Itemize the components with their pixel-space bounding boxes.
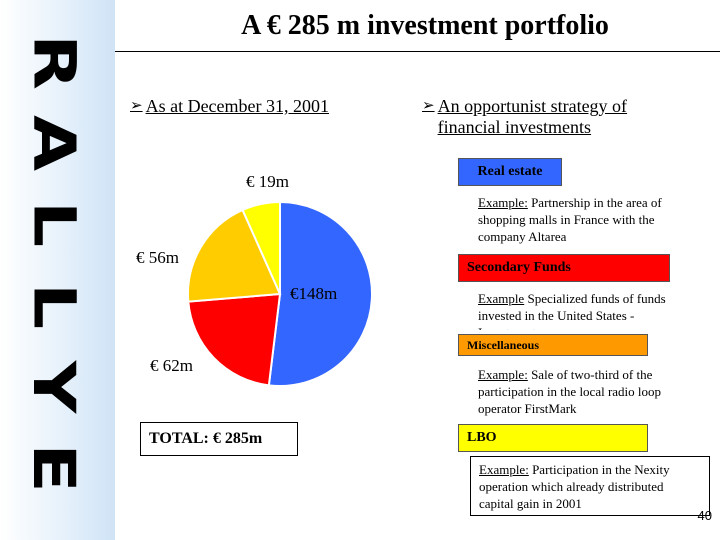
example-text: Participation in the Nexity operation wh… [479, 462, 670, 511]
category-secondary-funds: Secondary Funds [458, 254, 670, 282]
bullet-strategy-line1: An opportunist strategy of [437, 96, 628, 116]
arrow-bullet-icon: ➢ [130, 98, 143, 114]
pie-label-secondary-funds: € 62m [150, 356, 193, 375]
category-miscellaneous: Miscellaneous [458, 334, 648, 356]
category-lbo: LBO [458, 424, 648, 452]
page-number: 40 [697, 508, 712, 523]
bullet-strategy-line2: financial investments [437, 117, 592, 137]
bullet-date: ➢ As at December 31, 2001 [130, 96, 329, 117]
example-label: Example: [478, 195, 528, 210]
example-secondary-funds: Example Specialized funds of funds inves… [470, 286, 702, 330]
example-text: Partnership in the area of shopping mall… [478, 195, 662, 244]
arrow-bullet-icon: ➢ [422, 98, 435, 114]
bullet-strategy: ➢ An opportunist strategy of financial i… [422, 96, 672, 138]
sidebar-panel: R A L L Y E [0, 0, 115, 540]
pie-slice [187, 292, 282, 387]
bullet-date-text: As at December 31, 2001 [145, 96, 330, 116]
pie-label-miscellaneous: € 56m [136, 248, 179, 267]
example-label: Example: [479, 462, 529, 477]
title-divider [115, 51, 720, 52]
pie-slice [267, 200, 373, 387]
example-real-estate: Example: Partnership in the area of shop… [470, 190, 690, 248]
total-box: TOTAL: € 285m [140, 422, 298, 456]
pie-slice [241, 200, 281, 295]
example-miscellaneous: Example: Sale of two-third of the partic… [470, 362, 700, 420]
example-lbo: Example: Participation in the Nexity ope… [470, 456, 710, 516]
example-label: Example [478, 291, 525, 306]
example-text: Specialized funds of funds invested in t… [478, 291, 666, 330]
example-label: Example: [478, 367, 528, 382]
example-text: Sale of two-third of the participation i… [478, 367, 662, 416]
pie-slice [187, 208, 282, 303]
pie-label-real-estate: € 19m [246, 172, 289, 191]
bullet-strategy-text: An opportunist strategy of financial inv… [438, 96, 627, 138]
slide-title: A € 285 m investment portfolio [241, 10, 609, 41]
category-real-estate: Real estate [458, 158, 562, 186]
pie-label-lbo: €148m [290, 284, 338, 303]
